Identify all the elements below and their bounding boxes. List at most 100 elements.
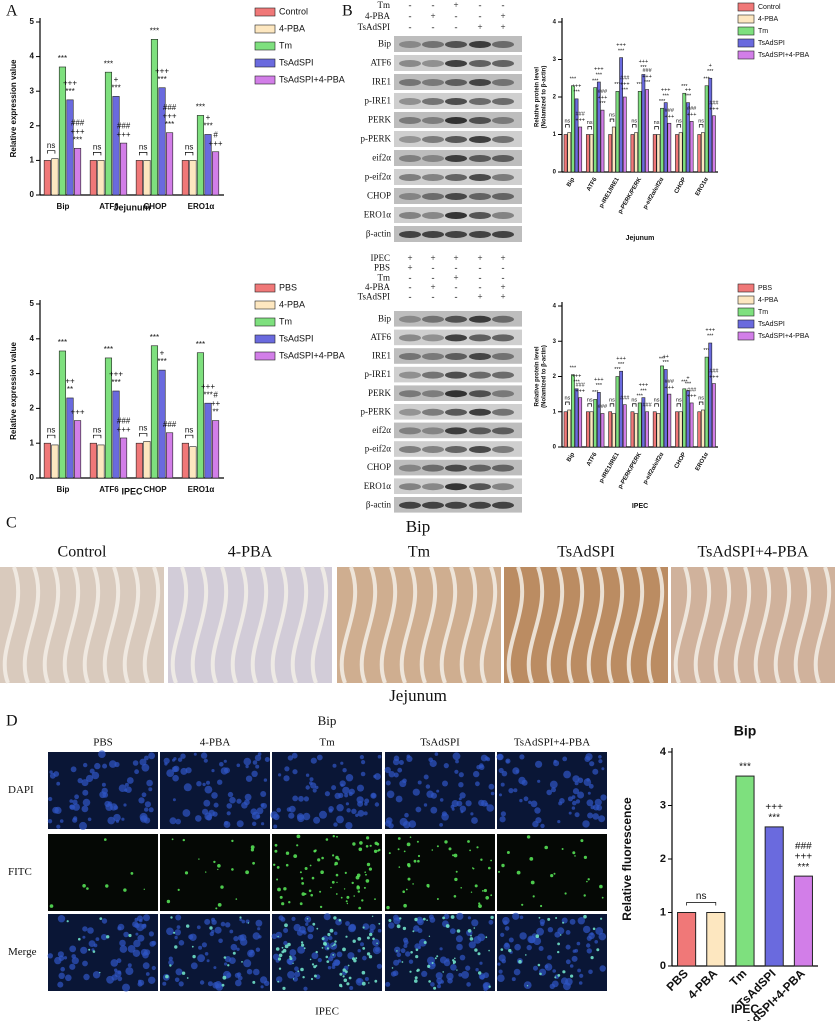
legend-swatch — [254, 75, 276, 85]
fitc-signal — [559, 934, 562, 936]
band-label: ATF6 — [370, 58, 391, 68]
nucleus — [331, 785, 337, 791]
nucleus — [144, 807, 149, 812]
nucleus — [113, 813, 121, 822]
fitc-signal — [398, 866, 401, 868]
band-label: IRE1 — [372, 77, 391, 87]
blot-band — [492, 446, 514, 453]
band-label: p-PERK — [360, 406, 391, 416]
fitc-signal — [78, 937, 81, 941]
bar — [571, 374, 575, 448]
nucleus — [148, 931, 154, 937]
significance-mark: +++ — [765, 802, 783, 813]
nucleus — [560, 977, 569, 985]
blot-band — [445, 41, 467, 48]
nucleus — [526, 944, 532, 951]
bar — [712, 383, 716, 448]
condition-mark: - — [432, 22, 435, 32]
condition-label: IPEC — [370, 253, 390, 263]
histology-image: 4-PBA — [168, 544, 332, 684]
nucleus — [592, 768, 599, 775]
y-tick-label: 4 — [30, 334, 35, 343]
nucleus — [124, 782, 129, 787]
bracket — [93, 152, 102, 156]
nucleus — [144, 801, 151, 808]
legend-label: Tm — [758, 28, 768, 35]
fitc-signal — [498, 870, 500, 873]
nucleus — [287, 755, 294, 761]
nucleus — [60, 966, 65, 972]
nucleus — [178, 981, 184, 987]
nucleus — [461, 971, 469, 979]
nucleus — [540, 823, 545, 829]
fitc-signal — [574, 855, 576, 857]
significance-mark: +++ — [575, 388, 585, 394]
significance-mark: *** — [104, 59, 113, 68]
fitc-signal — [327, 932, 331, 937]
x-axis-label: IPEC — [632, 503, 648, 510]
fitc-signal — [555, 917, 558, 919]
bar — [608, 134, 613, 173]
fitc-signal — [445, 924, 450, 928]
nucleus — [544, 963, 553, 971]
blot-band — [492, 155, 514, 162]
x-tick-label: p-PERK/PERK — [618, 451, 644, 490]
condition-label: TsAdSPI — [358, 22, 390, 32]
y-tick-label: 2 — [553, 95, 557, 101]
bracket — [565, 124, 570, 128]
fitc-signal — [525, 954, 527, 956]
fitc-signal — [334, 863, 336, 866]
fitc-signal — [239, 916, 242, 919]
legend-label: TsAdSPI — [758, 321, 785, 328]
blot-band — [469, 98, 491, 105]
fitc-signal — [348, 976, 352, 980]
fitc-signal — [345, 935, 348, 938]
bar — [660, 365, 664, 448]
blot-band — [445, 117, 467, 124]
nucleus — [342, 768, 347, 773]
y-axis-label: (Nolamized to β-actin) — [542, 66, 548, 129]
fitc-signal — [473, 927, 476, 929]
condition-label: 4-PBA — [365, 282, 391, 292]
bar — [697, 134, 702, 173]
nucleus — [137, 934, 145, 942]
bar — [634, 132, 638, 173]
fitc-signal — [317, 858, 321, 862]
fitc-signal — [104, 838, 107, 841]
fluorescence-image — [160, 914, 270, 991]
bar — [619, 57, 623, 173]
blot-band — [492, 174, 514, 181]
y-axis-label: Relative expression value — [9, 59, 18, 157]
nucleus — [530, 800, 538, 808]
fitc-signal — [415, 955, 419, 959]
x-tick-label: 4-PBA — [685, 966, 721, 1002]
fitc-signal — [335, 893, 338, 895]
nucleus — [499, 816, 506, 823]
nucleus — [528, 800, 532, 804]
bar — [686, 390, 690, 448]
fitc-signal — [292, 962, 294, 965]
nucleus — [398, 760, 404, 765]
significance-mark: *** — [681, 380, 688, 386]
x-tick-label: Bip — [57, 485, 70, 494]
fitc-signal — [467, 929, 472, 933]
significance-mark: ### — [665, 379, 675, 385]
significance-mark: *** — [196, 103, 205, 112]
nucleus — [579, 973, 584, 978]
fluorescence-image — [384, 752, 495, 829]
fitc-signal — [372, 937, 375, 941]
nucleus — [500, 782, 505, 787]
nucleus — [498, 969, 503, 974]
bar — [571, 85, 575, 173]
bracket — [609, 118, 615, 122]
significance-mark: ### — [665, 108, 675, 114]
condition-mark: - — [432, 263, 435, 273]
blot-band — [399, 41, 421, 48]
legend-label: Tm — [279, 316, 292, 326]
fitc-signal — [474, 884, 478, 888]
fitc-signal — [352, 957, 356, 961]
nucleus — [340, 761, 344, 765]
villus-gap — [270, 566, 289, 684]
fitc-signal — [281, 946, 284, 949]
blot-band — [445, 193, 467, 200]
